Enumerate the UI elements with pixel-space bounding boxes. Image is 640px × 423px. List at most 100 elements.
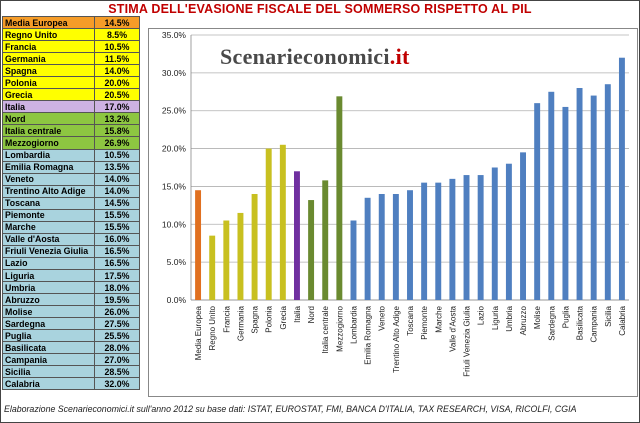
watermark-logo: Scenarieconomici.it xyxy=(220,44,410,70)
x-tick-label: Friuli Venezia Giulia xyxy=(463,305,472,376)
row-value: 15.8% xyxy=(94,124,140,138)
x-tick-label: Basilicata xyxy=(576,305,585,340)
row-label: Nord xyxy=(2,112,95,126)
table-row: Liguria 17.5% xyxy=(2,268,140,283)
x-tick-label: Valle d'Aosta xyxy=(448,305,457,351)
x-tick-label: Emilia Romagna xyxy=(364,305,373,364)
table-row: Veneto 14.0% xyxy=(2,172,140,186)
table-row: Basilicata 28.0% xyxy=(2,341,140,355)
row-value: 26.9% xyxy=(94,136,140,150)
bar xyxy=(421,182,428,300)
row-value: 15.5% xyxy=(94,208,140,222)
table-row: Emilia Romagna 13.5% xyxy=(2,160,140,174)
bar xyxy=(294,171,300,300)
row-value: 17.0% xyxy=(94,100,140,114)
x-tick-label: Marche xyxy=(434,305,443,332)
x-tick-label: Molise xyxy=(533,305,542,329)
table-row: Puglia 25.5% xyxy=(2,329,140,343)
x-tick-label: Francia xyxy=(222,305,231,332)
row-value: 11.5% xyxy=(94,52,140,66)
x-tick-label: Polonia xyxy=(265,305,274,332)
row-label: Media Europea xyxy=(2,15,95,30)
bar xyxy=(251,194,258,300)
table-row: Italia centrale 15.8% xyxy=(2,124,140,138)
bar-chart: 0.0% 5.0% 10.0% 15.0% 20.0% 25.0% 30.0% 35.0% Me… xyxy=(162,30,629,377)
bar xyxy=(520,152,526,300)
y-tick-label: 15.0% xyxy=(162,181,187,191)
bar xyxy=(435,182,442,300)
row-label: Campania xyxy=(2,353,95,367)
x-tick-label: Trentino Alto Adige xyxy=(392,305,401,372)
row-label: Piemonte xyxy=(2,208,95,222)
x-tick-label: Campania xyxy=(590,305,599,342)
row-value: 25.5% xyxy=(94,329,140,343)
row-value: 10.5% xyxy=(94,40,140,54)
bar xyxy=(590,95,597,300)
x-tick-label: Calabria xyxy=(618,305,627,335)
row-value: 32.0% xyxy=(94,377,140,391)
row-label: Veneto xyxy=(2,172,95,186)
x-tick-label: Piemonte xyxy=(420,305,429,339)
row-label: Friuli Venezia Giulia xyxy=(2,244,95,258)
row-label: Italia centrale xyxy=(2,124,95,138)
x-tick-label: Spagna xyxy=(251,305,260,333)
row-label: Liguria xyxy=(2,268,95,283)
row-value: 16.5% xyxy=(94,244,140,258)
row-value: 19.5% xyxy=(94,293,140,307)
row-label: Lombardia xyxy=(2,148,95,162)
row-value: 16.5% xyxy=(94,256,140,270)
x-tick-label: Abruzzo xyxy=(519,305,528,335)
row-value: 14.5% xyxy=(94,15,140,30)
table-row: Media Europea 14.5% xyxy=(2,15,140,30)
row-value: 8.5% xyxy=(94,28,140,42)
table-row: Marche 15.5% xyxy=(2,220,140,234)
y-tick-label: 30.0% xyxy=(162,68,187,78)
row-label: Calabria xyxy=(2,377,95,391)
row-label: Molise xyxy=(2,305,95,319)
table-row: Nord 13.2% xyxy=(2,112,140,126)
row-label: Italia xyxy=(2,100,95,114)
source-footer: Elaborazione Scenarieconomici.it sull'an… xyxy=(4,404,577,414)
bar xyxy=(548,91,555,301)
row-value: 26.0% xyxy=(94,305,140,319)
row-label: Germania xyxy=(2,52,95,66)
table-row: Friuli Venezia Giulia 16.5% xyxy=(2,244,140,258)
y-tick-label: 35.0% xyxy=(162,30,187,40)
bar xyxy=(576,88,583,300)
bar xyxy=(336,96,343,300)
row-value: 13.2% xyxy=(94,112,140,126)
row-label: Grecia xyxy=(2,88,95,102)
table-row: Piemonte 15.5% xyxy=(2,208,140,222)
bar xyxy=(265,148,272,300)
x-tick-label: Toscana xyxy=(406,305,415,335)
row-value: 28.0% xyxy=(94,341,140,355)
x-tick-label: Italia xyxy=(293,305,302,322)
table-row: Toscana 14.5% xyxy=(2,196,140,210)
bar xyxy=(223,220,230,300)
row-label: Umbria xyxy=(2,281,95,295)
x-tick-label: Liguria xyxy=(491,305,500,330)
table-row: Abruzzo 19.5% xyxy=(2,293,140,307)
bar xyxy=(562,106,569,300)
row-value: 10.5% xyxy=(94,148,140,162)
bar xyxy=(279,144,286,300)
chart-title: STIMA DELL'EVASIONE FISCALE DEL SOMMERSO… xyxy=(108,2,532,16)
row-label: Basilicata xyxy=(2,341,95,355)
bar xyxy=(505,163,512,300)
bar xyxy=(477,175,484,300)
row-label: Marche xyxy=(2,220,95,234)
x-tick-label: Lazio xyxy=(477,305,486,325)
table-row: Trentino Alto Adige 14.0% xyxy=(2,184,140,198)
row-value: 27.0% xyxy=(94,353,140,367)
table-row: Sardegna 27.5% xyxy=(2,317,140,331)
row-value: 17.5% xyxy=(94,268,140,283)
table-row: Molise 26.0% xyxy=(2,305,140,319)
bar xyxy=(195,190,202,300)
chart-area: 0.0% 5.0% 10.0% 15.0% 20.0% 25.0% 30.0% 35.0% Me… xyxy=(148,28,638,397)
row-value: 20.0% xyxy=(94,76,140,90)
x-tick-label: Media Europea xyxy=(194,305,203,360)
row-value: 15.5% xyxy=(94,220,140,234)
y-tick-label: 10.0% xyxy=(162,219,187,229)
x-tick-label: Nord xyxy=(307,306,316,323)
bar xyxy=(308,200,315,300)
